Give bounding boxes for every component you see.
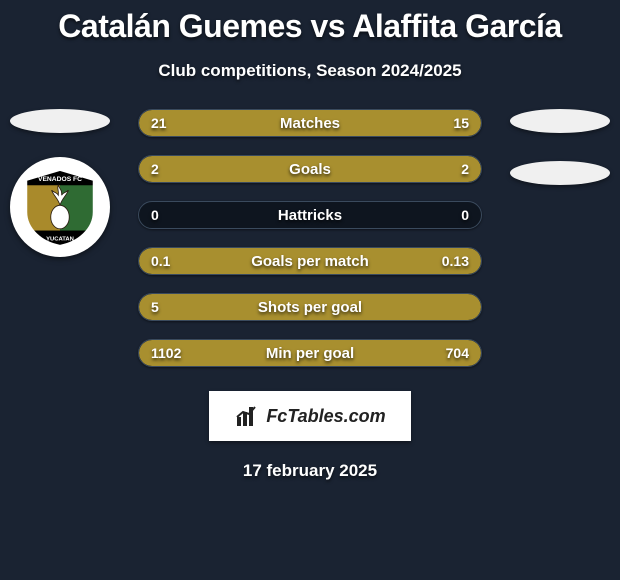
left-club-badge: VENADOS FC YUCATAN [10, 157, 110, 257]
stat-bar: Hattricks0 0 [138, 201, 482, 229]
stat-bar-right-value: 0 [461, 202, 469, 228]
stat-bars: Matches2115 Goals22 Hattricks0 0 Goals per m… [138, 109, 482, 367]
stat-bar: Goals22 [138, 155, 482, 183]
club-badge-icon: VENADOS FC YUCATAN [18, 165, 102, 249]
comparison-panel: VENADOS FC YUCATAN Matches2115 Goals22 Hat… [0, 109, 620, 367]
stat-bar-left-fill [139, 156, 481, 182]
svg-text:VENADOS FC: VENADOS FC [38, 176, 82, 183]
right-player-column [510, 109, 610, 185]
stat-bar-left-fill [139, 294, 481, 320]
stat-bar: Matches2115 [138, 109, 482, 137]
brand-badge: FcTables.com [209, 391, 411, 441]
stat-bar-right-fill [289, 110, 481, 136]
right-player-flag-2 [510, 161, 610, 185]
stat-bar-left-value: 0 [151, 202, 159, 228]
left-player-column: VENADOS FC YUCATAN [10, 109, 110, 257]
stat-bar-right-fill [139, 248, 481, 274]
right-player-flag-1 [510, 109, 610, 133]
page-title: Catalán Guemes vs Alaffita García [0, 0, 620, 45]
stat-bar-left-fill [139, 110, 289, 136]
stat-bar: Shots per goal5 [138, 293, 482, 321]
stat-bar: Min per goal1102704 [138, 339, 482, 367]
stat-bar: Goals per match0.10.13 [138, 247, 482, 275]
stat-bar-right-fill [139, 340, 481, 366]
left-player-flag [10, 109, 110, 133]
date-text: 17 february 2025 [0, 461, 620, 481]
subtitle: Club competitions, Season 2024/2025 [0, 61, 620, 81]
brand-text: FcTables.com [266, 406, 385, 427]
svg-text:YUCATAN: YUCATAN [46, 237, 74, 243]
brand-logo-icon [234, 403, 260, 429]
stat-bar-label: Hattricks [139, 202, 481, 228]
